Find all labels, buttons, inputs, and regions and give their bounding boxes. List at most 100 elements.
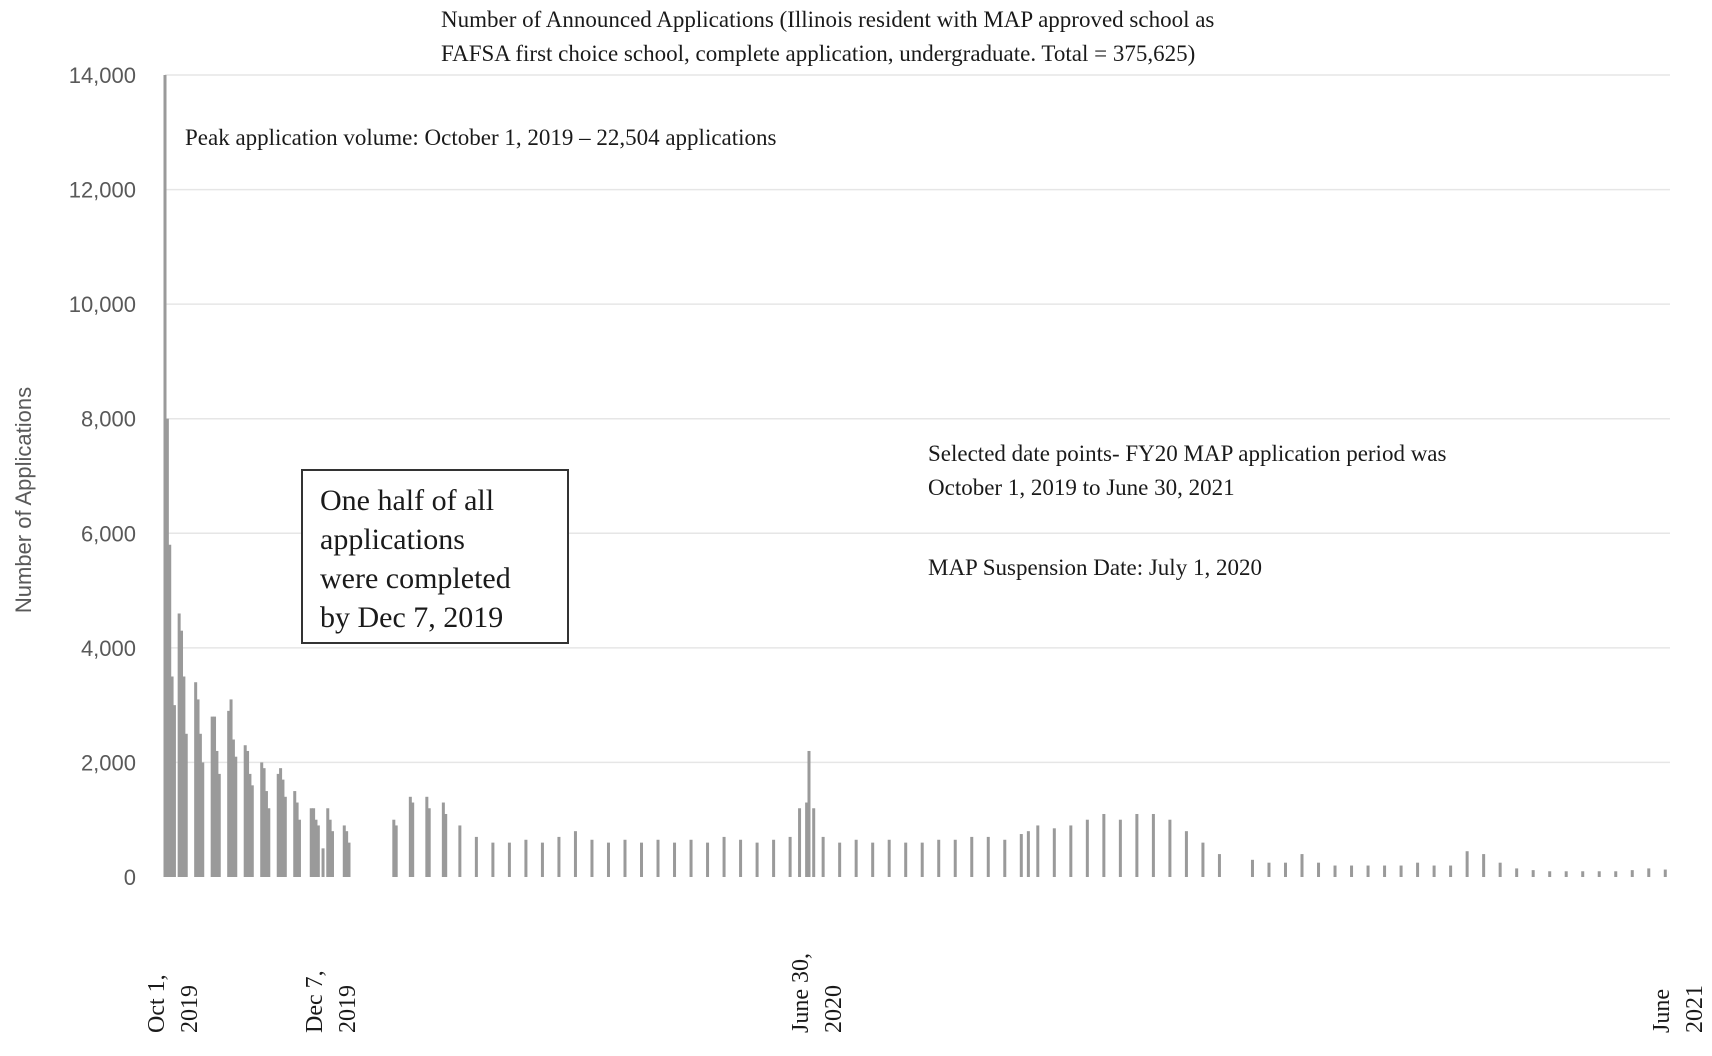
bar — [309, 808, 313, 877]
bar — [821, 836, 825, 877]
bar — [177, 613, 181, 877]
y-tick-label: 2,000 — [81, 750, 136, 775]
bar — [1399, 865, 1403, 877]
bar — [1465, 851, 1469, 877]
bar — [1564, 871, 1568, 877]
y-tick-label: 6,000 — [81, 521, 136, 546]
y-axis-ticks: 14,000 12,000 10,000 8,000 6,000 4,000 2,000 0 — [69, 63, 136, 890]
x-tick-label-line-2: 2020 — [821, 985, 847, 1033]
bar — [1432, 865, 1436, 877]
bar — [342, 825, 346, 877]
bar — [345, 831, 349, 877]
box-line-4: by Dec 7, 2019 — [320, 601, 503, 634]
bar — [194, 682, 198, 877]
bar — [276, 773, 280, 877]
bar — [573, 831, 577, 877]
bar — [1201, 842, 1205, 877]
bar — [1069, 825, 1073, 877]
bar — [673, 842, 677, 877]
bar — [1317, 862, 1321, 877]
bar — [198, 733, 202, 877]
bar — [1416, 862, 1420, 877]
bar — [234, 756, 238, 877]
bar — [970, 836, 974, 877]
bar — [196, 699, 200, 877]
bar — [706, 842, 710, 877]
bar — [1250, 859, 1254, 877]
bar — [279, 768, 283, 877]
y-tick-label: 12,000 — [69, 178, 136, 203]
bar — [1548, 871, 1552, 877]
bar — [854, 839, 858, 877]
bar — [297, 819, 301, 877]
bar — [540, 842, 544, 877]
bar — [427, 808, 431, 877]
bar — [507, 842, 511, 877]
bar — [1151, 813, 1155, 877]
bar — [937, 839, 941, 877]
bar — [316, 825, 320, 877]
bar — [243, 745, 247, 877]
x-tick-label-line-1: Dec 7, — [302, 970, 328, 1033]
bar — [210, 716, 214, 877]
bar — [623, 839, 627, 877]
bar — [408, 796, 412, 877]
chart-title-line-2: FAFSA first choice school, complete appl… — [441, 41, 1195, 66]
bar — [557, 836, 561, 877]
bar — [805, 802, 809, 877]
box-line-3: were completed — [320, 562, 511, 595]
bar — [1614, 871, 1618, 877]
bar — [871, 842, 875, 877]
x-tick-label-line-1: June — [1649, 989, 1675, 1033]
bar — [1217, 854, 1221, 877]
bar — [165, 418, 169, 877]
bar — [524, 839, 528, 877]
y-tick-label: 14,000 — [69, 63, 136, 88]
bar — [1531, 870, 1535, 877]
bar — [314, 819, 318, 877]
bar — [772, 839, 776, 877]
bar — [812, 808, 816, 877]
bar — [904, 842, 908, 877]
x-tick-label-line-2: 2019 — [177, 985, 203, 1033]
bar — [182, 676, 186, 877]
bar — [798, 808, 802, 877]
bar — [248, 773, 252, 877]
period-note-line-1: Selected date points- FY20 MAP applicati… — [928, 441, 1447, 466]
bar — [321, 848, 325, 877]
bar — [1003, 839, 1007, 877]
bar — [1019, 834, 1023, 877]
y-tick-label: 10,000 — [69, 292, 136, 317]
bar — [1630, 870, 1634, 877]
bar — [425, 796, 429, 877]
bar — [1333, 865, 1337, 877]
bar — [312, 808, 316, 877]
y-tick-label: 0 — [124, 865, 136, 890]
bar — [807, 750, 811, 877]
bar — [184, 733, 188, 877]
bar — [392, 819, 396, 877]
bar — [229, 699, 233, 877]
bar — [394, 825, 398, 877]
bar — [168, 544, 172, 877]
x-axis-ticks: Oct 1, 2019 Dec 7, 2019 June 30, 2020 June 2021 — [144, 953, 1708, 1033]
bar — [458, 825, 462, 877]
bar — [474, 836, 478, 877]
bar — [441, 802, 445, 877]
bar — [838, 842, 842, 877]
x-tick: June 2021 — [1649, 985, 1708, 1033]
bar — [1449, 865, 1453, 877]
bars — [163, 75, 1667, 877]
bar — [260, 762, 264, 877]
bar — [411, 802, 415, 877]
bar — [1366, 865, 1370, 877]
bar — [953, 839, 957, 877]
bar — [444, 813, 448, 877]
bar — [1383, 865, 1387, 877]
bar — [739, 839, 743, 877]
half-applications-box — [301, 469, 569, 644]
bar — [217, 773, 221, 877]
bar — [1581, 871, 1585, 877]
bar — [590, 839, 594, 877]
bar — [1482, 854, 1486, 877]
